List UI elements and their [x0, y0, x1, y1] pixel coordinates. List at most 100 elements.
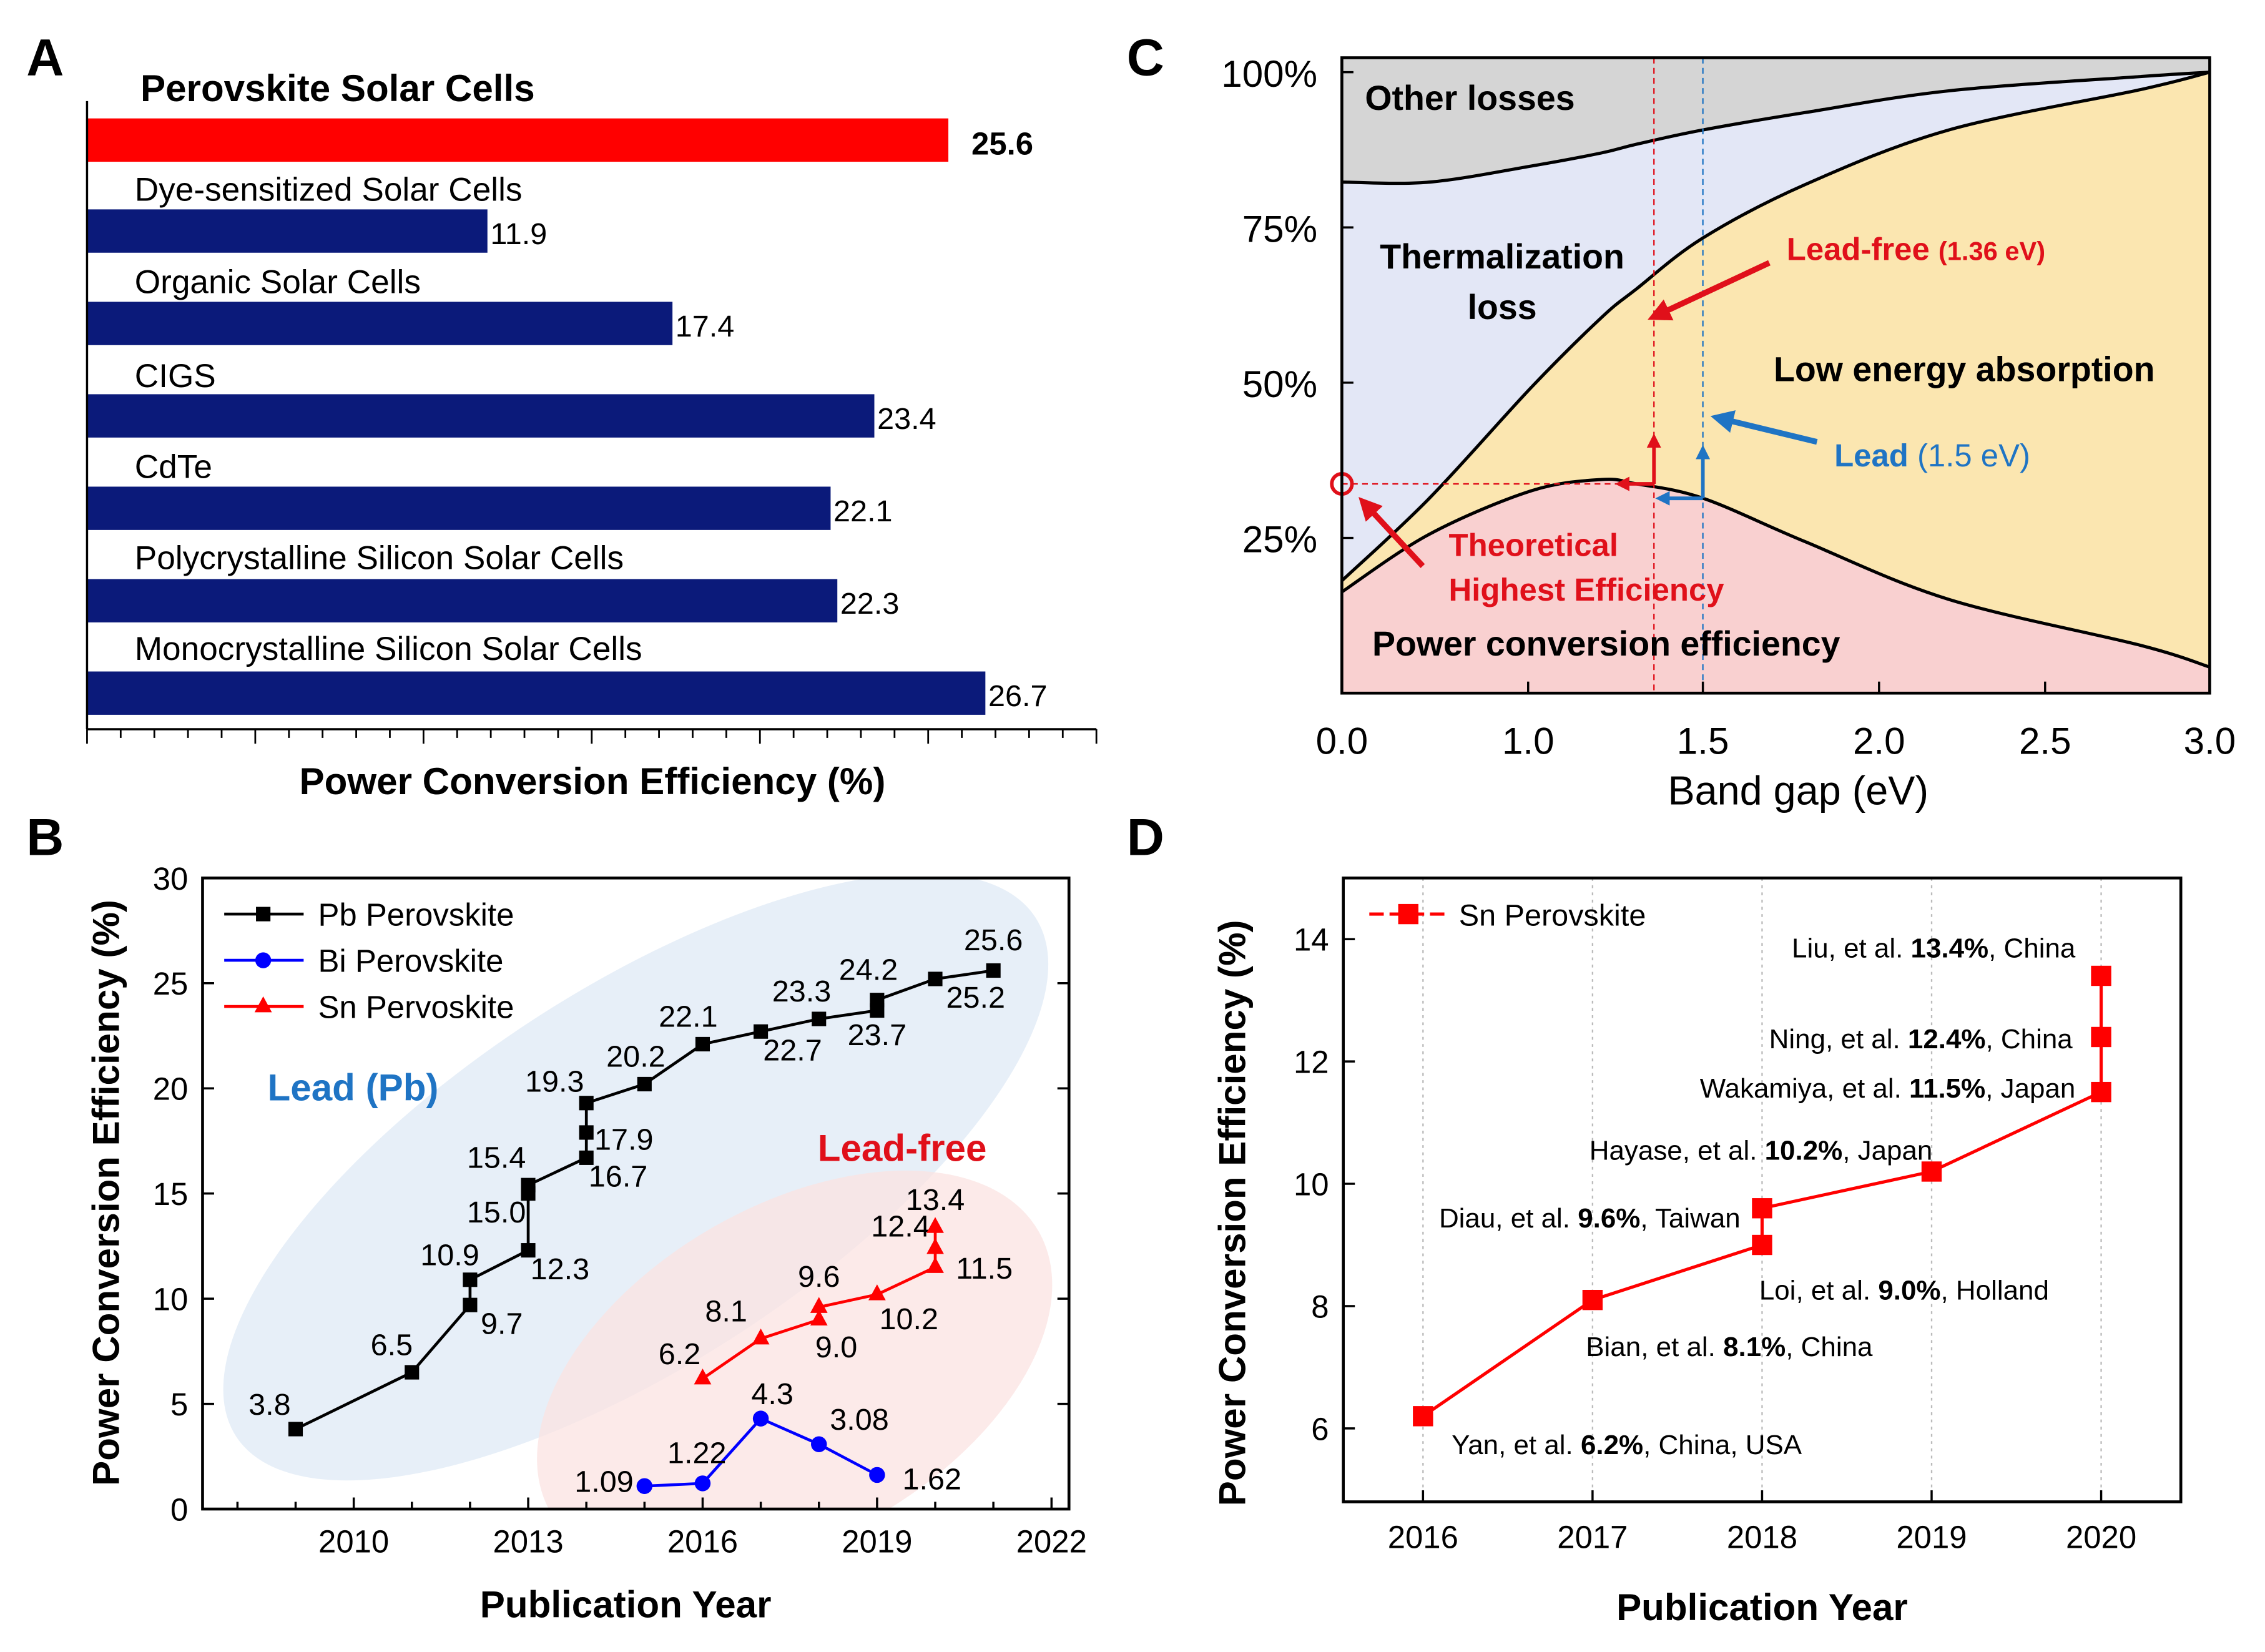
citation-annotation: Bian, et al. 8.1%, China [1586, 1332, 1873, 1362]
arrow-icon [1648, 260, 1771, 321]
data-point [694, 1475, 711, 1492]
legend-label: Sn Perovskite [1459, 899, 1646, 933]
y-tick-label: 50% [1242, 363, 1317, 405]
citation-annotation: Loi, et al. 9.0%, Holland [1759, 1276, 2049, 1306]
panel-label-a: A [26, 28, 64, 86]
lead-ellipse [223, 878, 1049, 1481]
data-label: 19.3 [525, 1064, 584, 1098]
data-label: 17.9 [594, 1123, 654, 1157]
bar-value-label: 17.4 [676, 310, 735, 343]
highlight-ellipses [223, 878, 1053, 1510]
data-label: 20.2 [606, 1040, 666, 1074]
x-tick-label: 2017 [1557, 1519, 1628, 1555]
x-tick-label: 1.5 [1677, 720, 1729, 762]
x-axis-label: Publication Year [480, 1583, 772, 1625]
data-label: 16.7 [589, 1160, 648, 1194]
data-point [810, 1309, 828, 1326]
x-tick-label: 2.0 [1853, 720, 1905, 762]
data-point [810, 1297, 828, 1313]
y-tick-label: 10 [1294, 1167, 1329, 1202]
citation-annotation: Hayase, et al. 10.2%, Japan [1589, 1135, 1933, 1166]
series-pb-perovskite: 3.8 6.5 9.7 10.9 12.315.0 15.4 16.717.9 19.3 20.… [248, 923, 1023, 1437]
data-point [579, 1125, 594, 1140]
x-tick-label: 2019 [1896, 1519, 1967, 1555]
annotation-lead-free: Lead-free [818, 1128, 987, 1169]
panel-a-bar-chart: Perovskite Solar Cells 25.6 Dye-sensitized… [86, 67, 1098, 802]
legend-label: Pb Perovskite [318, 897, 514, 933]
data-label: 1.62 [903, 1463, 962, 1497]
data-point [870, 993, 885, 1008]
panel-label-d: D [1127, 808, 1164, 866]
legend-label: Sn Pervoskite [318, 990, 514, 1025]
region-label: Power conversion efficiency [1372, 624, 1840, 663]
data-point [2091, 965, 2111, 986]
y-axis-label: Power Conversion Efficiency (%) [1211, 920, 1253, 1506]
x-tick-label: 2019 [842, 1523, 912, 1559]
data-point [868, 1284, 886, 1300]
data-label: 23.3 [772, 975, 832, 1008]
data-point [986, 963, 1001, 978]
data-point [405, 1365, 420, 1380]
panel-d-line-chart: 2016 2017 2018 2019 2020 6 8 10 12 14 Sn Perovskit… [1211, 876, 2183, 1628]
boundary-curve [1340, 71, 2211, 583]
data-point [1582, 1289, 1603, 1310]
bar-value-label: 22.1 [833, 494, 893, 528]
x-tick-label: 2010 [318, 1523, 389, 1559]
bar [87, 671, 986, 715]
data-label: 10.2 [879, 1302, 938, 1336]
panel-c-area-chart: Other losses Thermalization loss Low energy… [1221, 53, 2236, 814]
data-point [2091, 1081, 2111, 1103]
annotation-lead: Lead (Pb) [268, 1066, 439, 1108]
plot-frame [1340, 56, 2211, 695]
series-bi-perovskite: 1.09 1.22 4.3 3.08 1.62 [574, 1377, 961, 1499]
bar-category-label: Dye-sensitized Solar Cells [135, 171, 523, 208]
y-axis-label: Power Conversion Efficiency (%) [85, 900, 127, 1486]
region-label: Other losses [1365, 79, 1575, 117]
y-tick-label: 5 [170, 1387, 188, 1422]
data-point [695, 1036, 710, 1051]
data-label: 3.8 [248, 1388, 291, 1422]
x-tick-label: 2018 [1727, 1519, 1797, 1555]
data-label: 12.3 [531, 1252, 590, 1286]
data-label: 8.1 [705, 1294, 747, 1328]
annotation-lead: Lead (1.5 eV) [1834, 438, 2030, 473]
data-label: 11.5 [956, 1252, 1013, 1286]
annotation-lead-free: Lead-free (1.36 eV) [1787, 231, 2045, 267]
data-label: 15.0 [467, 1196, 526, 1229]
citation-annotation: Liu, et al. 13.4%, China [1792, 933, 2076, 963]
data-point [926, 1217, 944, 1233]
data-label: 10.9 [420, 1239, 479, 1272]
y-tick-label: 14 [1294, 922, 1329, 958]
x-tick-label: 2.5 [2019, 720, 2071, 762]
data-point [521, 1178, 536, 1192]
data-point [694, 1368, 712, 1385]
data-label: 24.2 [839, 953, 898, 986]
data-point [1752, 1198, 1772, 1219]
y-tick-label: 30 [153, 861, 189, 897]
region-label: Thermalization [1380, 237, 1624, 276]
y-tick-label: 10 [153, 1282, 189, 1317]
data-label: 9.7 [481, 1307, 523, 1340]
y-tick-label: 6 [1311, 1411, 1329, 1447]
citation-annotation: Diau, et al. 9.6%, Taiwan [1439, 1203, 1741, 1234]
y-tick-label: 0 [170, 1492, 188, 1528]
bar-value-label: 25.6 [971, 125, 1033, 161]
x-axis-label: Power Conversion Efficiency (%) [300, 760, 886, 802]
data-point [928, 971, 943, 986]
y-tick-label: 12 [1294, 1045, 1329, 1080]
data-point [1752, 1234, 1772, 1256]
arrow-icon [1710, 410, 1818, 445]
data-point [754, 1024, 769, 1039]
x-tick-label: 2016 [667, 1523, 738, 1559]
data-point [463, 1297, 478, 1312]
bar-category-label: Perovskite Solar Cells [140, 67, 535, 109]
bar-value-label: 23.4 [877, 402, 936, 436]
data-label: 1.09 [574, 1465, 634, 1499]
region-label: loss [1468, 288, 1537, 327]
y-tick-label: 100% [1221, 53, 1317, 95]
data-label: 12.4 [871, 1210, 930, 1244]
pce-area [1342, 479, 2210, 694]
data-label: 6.5 [371, 1328, 413, 1362]
data-point [752, 1410, 769, 1427]
